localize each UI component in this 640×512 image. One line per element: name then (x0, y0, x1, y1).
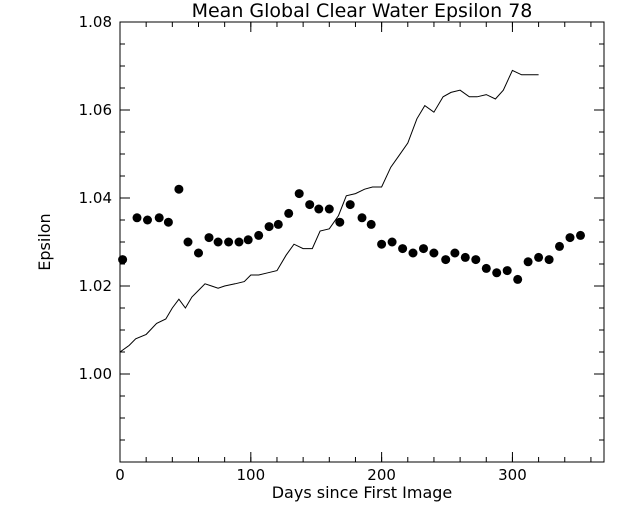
data-point (243, 235, 253, 245)
axis-ticks (119, 21, 604, 463)
data-point (555, 241, 564, 251)
data-point (513, 274, 523, 284)
data-point (398, 244, 408, 254)
data-point (314, 204, 324, 214)
data-point (294, 189, 304, 199)
data-point (492, 268, 502, 278)
x-axis-label: Days since First Image (272, 483, 453, 502)
data-point (132, 213, 142, 223)
y-tick-label: 1.06 (79, 101, 112, 119)
data-point (264, 222, 274, 232)
data-point (143, 215, 152, 225)
data-point (481, 263, 491, 273)
data-point (154, 213, 164, 223)
series-line-line (119, 69, 539, 353)
y-tick-label: 1.00 (79, 365, 112, 383)
data-point (335, 217, 345, 227)
data-point (366, 219, 376, 229)
data-point (194, 248, 203, 258)
data-point (183, 237, 193, 247)
data-point (224, 237, 234, 247)
x-tick-label: 300 (498, 466, 527, 484)
tick-labels: 0 100 200 300 1.00 1.02 1.04 1.06 1.08 (79, 13, 527, 484)
data-point (163, 217, 173, 227)
data-point (419, 244, 428, 254)
data-point (213, 237, 223, 247)
data-point (429, 248, 439, 258)
data-point (305, 200, 315, 210)
x-tick-label: 200 (367, 466, 396, 484)
chart-title: Mean Global Clear Water Epsilon 78 (192, 0, 533, 22)
data-point (273, 219, 283, 229)
data-point (377, 239, 387, 249)
data-point (576, 230, 585, 240)
data-point (387, 237, 397, 247)
y-tick-label: 1.02 (79, 277, 112, 295)
data-point (544, 255, 554, 265)
data-point (471, 255, 481, 265)
data-point (324, 204, 334, 214)
x-tick-label: 0 (115, 466, 125, 484)
data-point (284, 208, 294, 218)
data-point (441, 255, 451, 265)
data-point (204, 233, 214, 243)
data-point (174, 184, 184, 194)
series-layer (118, 69, 585, 353)
data-point (565, 233, 575, 243)
data-point (534, 252, 544, 262)
data-point (118, 255, 128, 265)
data-point (234, 237, 244, 247)
y-tick-label: 1.04 (79, 189, 112, 207)
data-point (254, 230, 264, 240)
data-point (357, 213, 367, 223)
data-point (502, 266, 512, 276)
data-point (345, 200, 355, 210)
plot-frame (119, 21, 605, 463)
data-point (450, 248, 460, 258)
y-tick-label: 1.08 (79, 13, 112, 31)
y-axis-label: Epsilon (35, 213, 54, 270)
data-point (408, 248, 418, 258)
data-point (523, 257, 533, 267)
x-tick-label: 100 (236, 466, 265, 484)
data-point (460, 252, 470, 262)
